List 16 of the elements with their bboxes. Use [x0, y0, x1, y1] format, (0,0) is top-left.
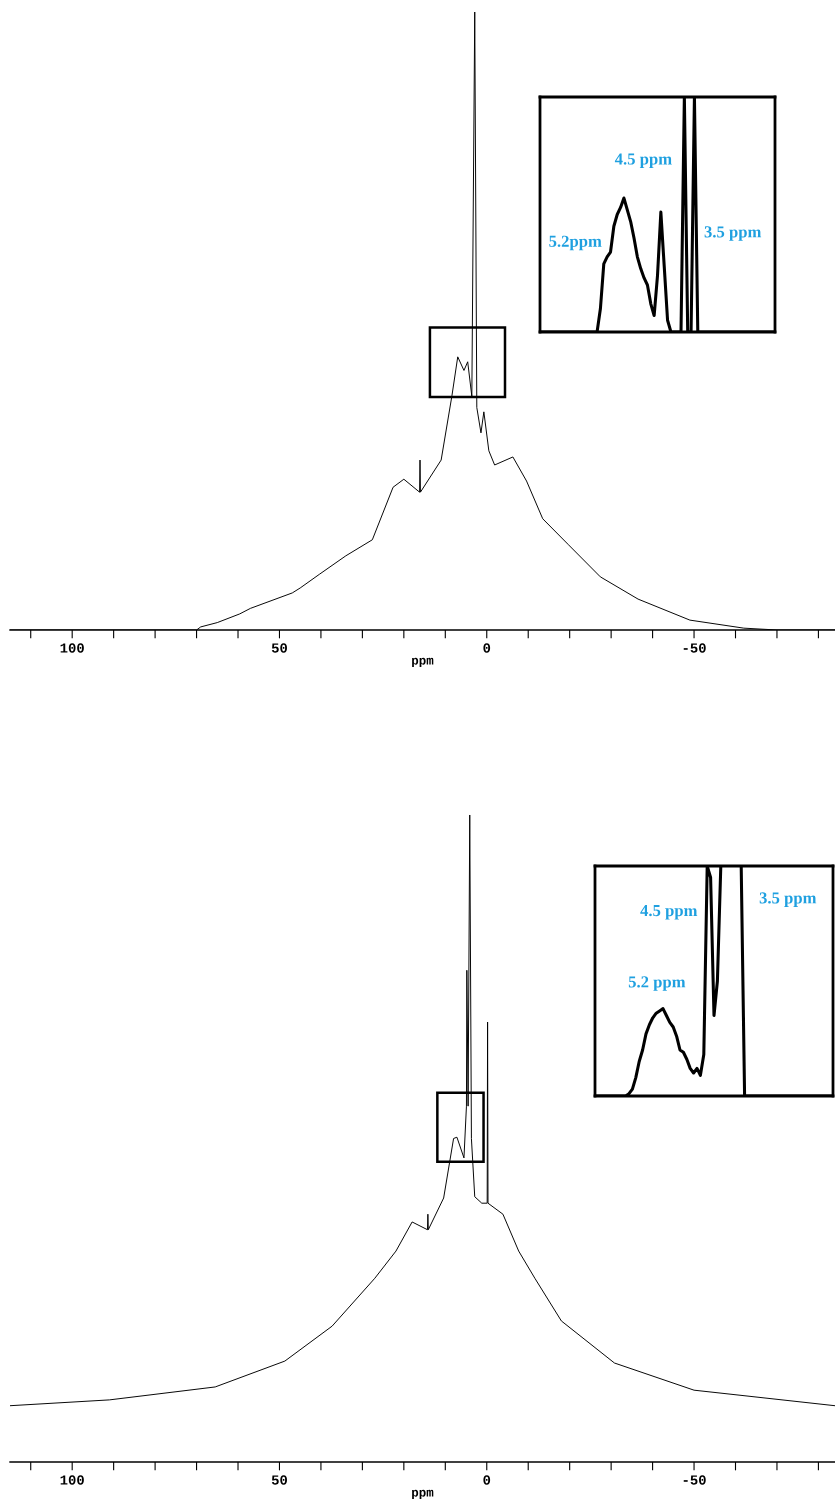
x-tick-label: 100	[60, 1475, 84, 1485]
x-tick-label: 50	[271, 1475, 288, 1485]
x-axis-title: ppm	[412, 1489, 434, 1500]
x-axis-title: ppm	[412, 657, 434, 668]
annotation: 4.5 ppm	[614, 153, 672, 169]
annotation: 3.5 ppm	[704, 226, 762, 241]
annotation: 5.2ppm	[549, 235, 602, 251]
x-tick-label: 50	[271, 643, 288, 653]
annotation: 4.5 ppm	[640, 905, 698, 920]
annotation: 3.5 ppm	[759, 892, 817, 907]
x-tick-label: 0	[483, 643, 491, 653]
annotation: 5.2 ppm	[628, 976, 686, 991]
x-tick-label: -50	[683, 643, 706, 653]
x-tick-label: 0	[483, 1475, 491, 1485]
x-tick-label: -50	[683, 1475, 706, 1485]
x-tick-label: 100	[60, 643, 84, 653]
